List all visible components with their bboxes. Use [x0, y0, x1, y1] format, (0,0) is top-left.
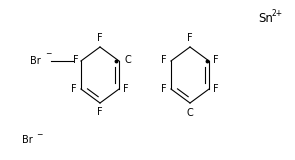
Text: F: F [71, 84, 77, 94]
Text: C: C [187, 108, 194, 118]
Text: −: − [36, 131, 42, 140]
Text: F: F [73, 55, 79, 65]
Text: F: F [213, 55, 219, 65]
Text: F: F [213, 84, 219, 94]
Text: 2+: 2+ [272, 8, 283, 17]
Text: F: F [187, 33, 193, 43]
Text: F: F [161, 55, 167, 65]
Text: C: C [124, 55, 131, 65]
Text: −: − [45, 49, 51, 59]
Text: F: F [97, 33, 103, 43]
Text: Sn: Sn [258, 12, 273, 24]
Text: Br: Br [22, 135, 33, 145]
Text: Br: Br [30, 56, 41, 66]
Text: F: F [161, 84, 167, 94]
Text: F: F [123, 84, 129, 94]
Text: F: F [97, 107, 103, 117]
